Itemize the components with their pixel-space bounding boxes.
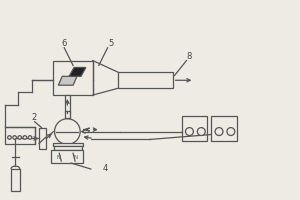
Circle shape [8, 136, 11, 139]
Bar [182, 116, 207, 141]
Text: 6: 6 [61, 39, 67, 48]
Circle shape [23, 136, 27, 139]
Bar [65, 111, 70, 118]
Bar [53, 61, 93, 95]
Circle shape [215, 128, 223, 136]
Text: 2: 2 [31, 113, 36, 122]
Polygon shape [58, 76, 77, 85]
Bar [118, 72, 173, 88]
Text: 4: 4 [103, 164, 108, 173]
Circle shape [13, 136, 16, 139]
Bar [5, 127, 34, 144]
Text: 8: 8 [187, 52, 192, 61]
Bar [211, 116, 237, 141]
Bar [51, 150, 83, 163]
Circle shape [227, 128, 235, 136]
Polygon shape [69, 67, 86, 76]
Text: N: N [57, 155, 61, 160]
Text: N: N [74, 155, 78, 160]
Circle shape [55, 119, 80, 144]
Circle shape [28, 136, 32, 139]
Bar [11, 169, 20, 191]
Bar [53, 143, 83, 146]
Circle shape [18, 136, 22, 139]
Bar [54, 146, 82, 150]
Circle shape [197, 128, 205, 136]
Circle shape [185, 128, 194, 136]
Polygon shape [93, 61, 119, 95]
Bar [65, 95, 70, 113]
Bar [39, 128, 46, 149]
Text: 5: 5 [108, 39, 113, 48]
